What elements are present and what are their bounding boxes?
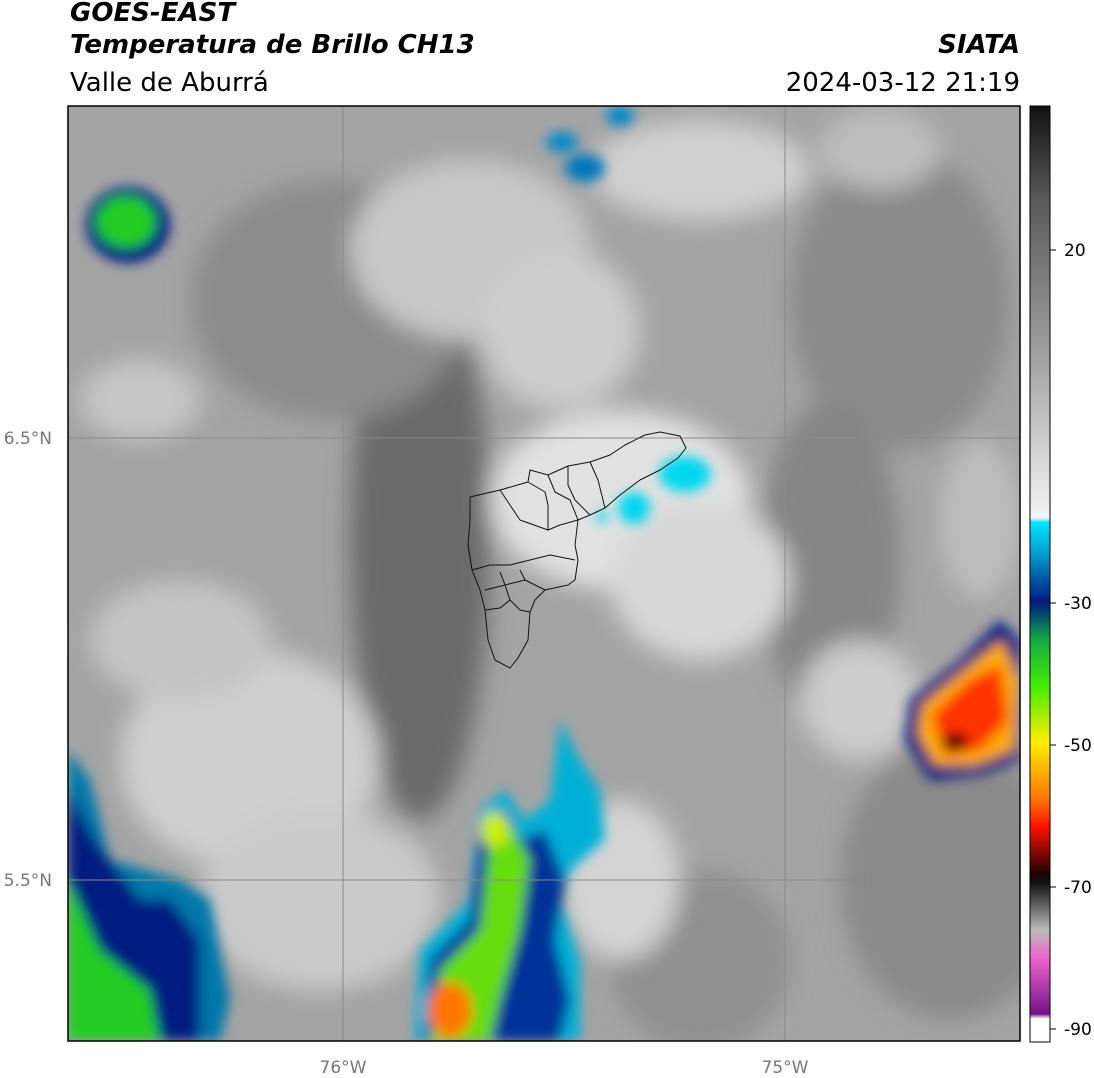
colorbar-tick-20: 20 [1064,241,1086,261]
lat-label-6-5n: 6.5°N [4,429,52,449]
colorbar-tick-minus70: -70 [1064,878,1092,898]
agency-label: SIATA [938,30,1020,60]
lon-label-75w: 75°W [762,1058,809,1078]
colorbar-tick-minus90: -90 [1064,1020,1092,1040]
municipal-boundaries [467,431,687,669]
datetime-label: 2024-03-12 21:19 [785,68,1020,98]
colorbar-tick-minus30: -30 [1064,594,1092,614]
lon-label-76w: 76°W [320,1058,367,1078]
product-title: Temperatura de Brillo CH13 [70,30,475,60]
lat-label-5-5n: 5.5°N [4,871,52,891]
brightness-temperature-field [68,106,1020,1041]
colorbar-tick-minus50: -50 [1064,736,1092,756]
region-subtitle: Valle de Aburrá [70,68,269,98]
map-frame [67,105,1021,1042]
satellite-title: GOES-EAST [70,0,236,28]
temperature-colorbar: 20 -30 -50 -70 -90 [1029,105,1092,1043]
